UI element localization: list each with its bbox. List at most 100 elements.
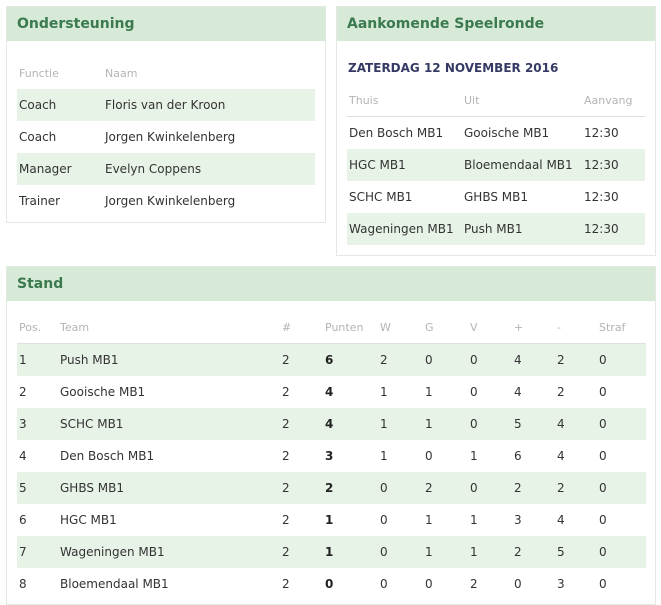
standing-goals-for: 4 bbox=[514, 385, 522, 399]
standing-lost: 2 bbox=[470, 577, 478, 591]
header-away: Uit bbox=[464, 94, 480, 107]
standing-goals-for: 2 bbox=[514, 481, 522, 495]
standing-team: Bloemendaal MB1 bbox=[60, 577, 169, 591]
standing-won: 1 bbox=[380, 417, 388, 431]
standing-drawn: 0 bbox=[425, 577, 433, 591]
header-start: Aanvang bbox=[584, 94, 633, 107]
standing-team: Wageningen MB1 bbox=[60, 545, 165, 559]
fixture-home: HGC MB1 bbox=[349, 158, 406, 172]
standing-penalty: 0 bbox=[599, 353, 607, 367]
standing-goals-for: 4 bbox=[514, 353, 522, 367]
round-date: ZATERDAG 12 NOVEMBER 2016 bbox=[348, 61, 559, 75]
standing-lost: 0 bbox=[470, 481, 478, 495]
support-name: Jorgen Kwinkelenberg bbox=[105, 130, 236, 144]
standing-goals-against: 5 bbox=[557, 545, 565, 559]
standing-team: GHBS MB1 bbox=[60, 481, 124, 495]
standing-goals-for: 2 bbox=[514, 545, 522, 559]
standing-penalty: 0 bbox=[599, 545, 607, 559]
standing-lost: 1 bbox=[470, 449, 478, 463]
standing-goals-against: 2 bbox=[557, 385, 565, 399]
standing-played: 2 bbox=[282, 449, 290, 463]
standing-goals-against: 4 bbox=[557, 449, 565, 463]
standing-points: 1 bbox=[325, 545, 334, 559]
standing-team: HGC MB1 bbox=[60, 513, 117, 527]
upcoming-round-panel: Aankomende Speelronde ZATERDAG 12 NOVEMB… bbox=[336, 6, 656, 256]
standing-goals-against: 4 bbox=[557, 417, 565, 431]
standing-lost: 0 bbox=[470, 353, 478, 367]
standing-drawn: 1 bbox=[425, 385, 433, 399]
standing-penalty: 0 bbox=[599, 385, 607, 399]
fixture-away: Push MB1 bbox=[464, 222, 523, 236]
header-drawn: G bbox=[425, 321, 434, 334]
fixture-start: 12:30 bbox=[584, 222, 619, 236]
standing-row: 7 Wageningen MB1 2 1 0 1 1 2 5 0 bbox=[17, 536, 646, 568]
standing-played: 2 bbox=[282, 545, 290, 559]
standing-goals-against: 2 bbox=[557, 353, 565, 367]
header-goals-for: + bbox=[514, 321, 524, 334]
standing-lost: 0 bbox=[470, 417, 478, 431]
standing-penalty: 0 bbox=[599, 481, 607, 495]
round-panel-header: Aankomende Speelronde bbox=[337, 7, 655, 41]
standing-won: 1 bbox=[380, 449, 388, 463]
support-table: Functie Naam Coach Floris van der Kroon … bbox=[17, 57, 315, 217]
standing-pos: 6 bbox=[19, 513, 27, 527]
support-function: Manager bbox=[19, 162, 72, 176]
fixture-row: Den Bosch MB1 Gooische MB1 12:30 bbox=[347, 117, 645, 149]
standing-played: 2 bbox=[282, 513, 290, 527]
standing-penalty: 0 bbox=[599, 513, 607, 527]
header-home: Thuis bbox=[349, 94, 379, 107]
support-table-header: Functie Naam bbox=[17, 57, 315, 89]
standing-penalty: 0 bbox=[599, 577, 607, 591]
standing-goals-against: 3 bbox=[557, 577, 565, 591]
standing-pos: 7 bbox=[19, 545, 27, 559]
support-row: Coach Jorgen Kwinkelenberg bbox=[17, 121, 315, 153]
fixture-away: Bloemendaal MB1 bbox=[464, 158, 573, 172]
standing-pos: 5 bbox=[19, 481, 27, 495]
support-title: Ondersteuning bbox=[17, 16, 135, 32]
support-name: Jorgen Kwinkelenberg bbox=[105, 194, 236, 208]
standing-won: 1 bbox=[380, 385, 388, 399]
standing-lost: 0 bbox=[470, 385, 478, 399]
header-function: Functie bbox=[19, 66, 59, 80]
standing-played: 2 bbox=[282, 577, 290, 591]
standing-team: Den Bosch MB1 bbox=[60, 449, 155, 463]
standing-lost: 1 bbox=[470, 513, 478, 527]
support-function: Coach bbox=[19, 130, 57, 144]
standing-penalty: 0 bbox=[599, 449, 607, 463]
fixtures-table-header: Thuis Uit Aanvang bbox=[347, 85, 645, 117]
fixture-start: 12:30 bbox=[584, 190, 619, 204]
header-name: Naam bbox=[105, 66, 138, 80]
standing-goals-for: 3 bbox=[514, 513, 522, 527]
support-row: Manager Evelyn Coppens bbox=[17, 153, 315, 185]
standing-drawn: 2 bbox=[425, 481, 433, 495]
header-goals-against: - bbox=[557, 321, 561, 334]
standings-table: Pos. Team # Punten W G V + - Straf 1 Push… bbox=[17, 312, 646, 600]
standing-points: 2 bbox=[325, 481, 334, 495]
standing-drawn: 0 bbox=[425, 353, 433, 367]
support-function: Coach bbox=[19, 98, 57, 112]
standings-panel-header: Stand bbox=[7, 267, 655, 301]
standing-points: 1 bbox=[325, 513, 334, 527]
support-row: Trainer Jorgen Kwinkelenberg bbox=[17, 185, 315, 217]
fixture-home: SCHC MB1 bbox=[349, 190, 413, 204]
standings-rows: 1 Push MB1 2 6 2 0 0 4 2 0 2 Gooische MB1 2 4 1 1 0 4 2 0 3 S… bbox=[17, 344, 646, 600]
fixture-start: 12:30 bbox=[584, 158, 619, 172]
fixture-home: Wageningen MB1 bbox=[349, 222, 454, 236]
standing-row: 4 Den Bosch MB1 2 3 1 0 1 6 4 0 bbox=[17, 440, 646, 472]
standings-table-header: Pos. Team # Punten W G V + - Straf bbox=[17, 312, 646, 344]
standing-pos: 3 bbox=[19, 417, 27, 431]
standing-points: 6 bbox=[325, 353, 334, 367]
standing-pos: 1 bbox=[19, 353, 27, 367]
standing-lost: 1 bbox=[470, 545, 478, 559]
standing-won: 0 bbox=[380, 545, 388, 559]
support-panel: Ondersteuning Functie Naam Coach Floris … bbox=[6, 6, 326, 223]
standing-row: 5 GHBS MB1 2 2 0 2 0 2 2 0 bbox=[17, 472, 646, 504]
fixture-row: HGC MB1 Bloemendaal MB1 12:30 bbox=[347, 149, 645, 181]
header-penalty: Straf bbox=[599, 321, 626, 334]
standing-row: 1 Push MB1 2 6 2 0 0 4 2 0 bbox=[17, 344, 646, 376]
fixture-start: 12:30 bbox=[584, 126, 619, 140]
support-panel-header: Ondersteuning bbox=[7, 7, 325, 41]
standing-row: 2 Gooische MB1 2 4 1 1 0 4 2 0 bbox=[17, 376, 646, 408]
standing-goals-against: 2 bbox=[557, 481, 565, 495]
standing-won: 0 bbox=[380, 513, 388, 527]
